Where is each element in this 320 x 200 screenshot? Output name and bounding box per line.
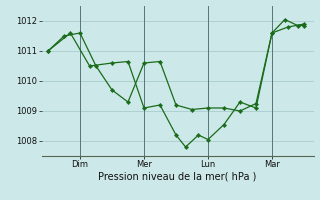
X-axis label: Pression niveau de la mer( hPa ): Pression niveau de la mer( hPa ) — [99, 172, 257, 182]
